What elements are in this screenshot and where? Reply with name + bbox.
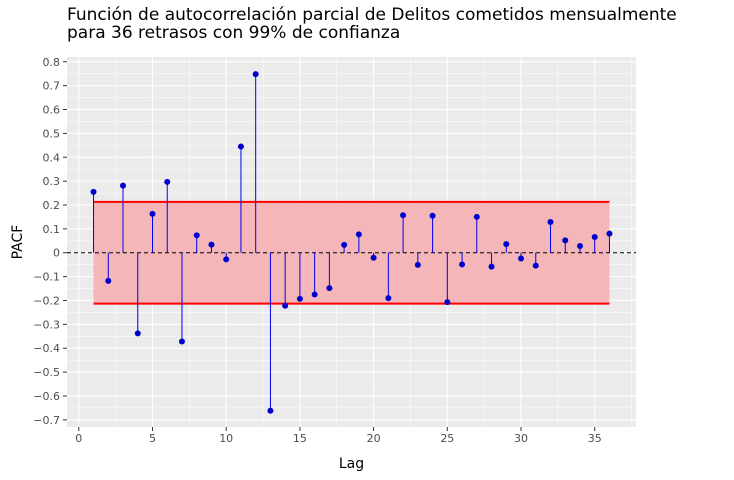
y-tick-label: 0.7 bbox=[43, 80, 61, 93]
x-tick-label: 30 bbox=[514, 432, 528, 445]
x-tick-label: 10 bbox=[219, 432, 233, 445]
point-lag-26 bbox=[459, 261, 466, 268]
point-lag-11 bbox=[237, 143, 244, 150]
y-axis-title: PACF bbox=[10, 225, 26, 260]
x-tick-label: 20 bbox=[367, 432, 381, 445]
y-tick-label: −0.2 bbox=[33, 294, 60, 307]
point-lag-5 bbox=[149, 210, 156, 217]
point-lag-27 bbox=[473, 213, 480, 220]
point-lag-8 bbox=[193, 232, 200, 239]
x-tick-label: 25 bbox=[440, 432, 454, 445]
point-lag-15 bbox=[296, 295, 303, 302]
y-tick-label: −0.5 bbox=[33, 366, 60, 379]
point-lag-35 bbox=[591, 233, 598, 240]
point-lag-28 bbox=[488, 263, 495, 270]
point-lag-4 bbox=[134, 330, 141, 337]
x-tick-label: 5 bbox=[149, 432, 156, 445]
y-tick-label: −0.7 bbox=[33, 414, 60, 427]
point-lag-20 bbox=[370, 254, 377, 261]
point-lag-2 bbox=[105, 277, 112, 284]
x-tick-label: 0 bbox=[75, 432, 82, 445]
y-tick-label: −0.3 bbox=[33, 318, 60, 331]
y-tick-label: 0.3 bbox=[43, 175, 61, 188]
points bbox=[90, 71, 613, 414]
y-tick-label: 0.6 bbox=[43, 104, 61, 117]
y-tick-label: 0.8 bbox=[43, 56, 61, 69]
point-lag-18 bbox=[341, 241, 348, 248]
point-lag-7 bbox=[178, 338, 185, 345]
y-axis: −0.7 −0.6 −0.5 −0.4 −0.3 −0.2 −0.1 0 0.1 0.2 0.3 0.… bbox=[33, 56, 67, 427]
point-lag-9 bbox=[208, 241, 215, 248]
point-lag-31 bbox=[532, 262, 539, 269]
point-lag-34 bbox=[576, 243, 583, 250]
point-lag-6 bbox=[164, 178, 171, 185]
y-tick-label: −0.1 bbox=[33, 271, 60, 284]
y-tick-label: 0.4 bbox=[43, 151, 61, 164]
point-lag-17 bbox=[326, 285, 333, 292]
point-lag-1 bbox=[90, 188, 97, 195]
point-lag-24 bbox=[429, 212, 436, 219]
point-lag-32 bbox=[547, 218, 554, 225]
point-lag-10 bbox=[223, 256, 230, 263]
point-lag-33 bbox=[562, 237, 569, 244]
y-tick-label: −0.4 bbox=[33, 342, 60, 355]
y-tick-label: 0.2 bbox=[43, 199, 61, 212]
y-tick-label: −0.6 bbox=[33, 390, 60, 403]
point-lag-22 bbox=[400, 212, 407, 219]
point-lag-12 bbox=[252, 71, 259, 78]
point-lag-19 bbox=[355, 231, 362, 238]
point-lag-29 bbox=[503, 241, 510, 248]
y-tick-label: 0.5 bbox=[43, 127, 61, 140]
x-axis-title: Lag bbox=[339, 456, 364, 472]
x-axis: 0 5 10 15 20 25 30 35 bbox=[75, 427, 602, 445]
point-lag-25 bbox=[444, 299, 451, 306]
point-lag-30 bbox=[518, 255, 525, 262]
x-tick-label: 15 bbox=[293, 432, 307, 445]
chart-title: Función de autocorrelación parcial de De… bbox=[67, 5, 677, 43]
point-lag-14 bbox=[282, 302, 289, 309]
point-lag-3 bbox=[120, 182, 127, 189]
point-lag-13 bbox=[267, 407, 274, 414]
point-lag-36 bbox=[606, 230, 613, 237]
x-tick-label: 35 bbox=[588, 432, 602, 445]
y-tick-label: 0 bbox=[53, 247, 60, 260]
point-lag-16 bbox=[311, 291, 318, 298]
point-lag-21 bbox=[385, 295, 392, 302]
point-lag-23 bbox=[414, 261, 421, 268]
y-tick-label: 0.1 bbox=[43, 223, 61, 236]
